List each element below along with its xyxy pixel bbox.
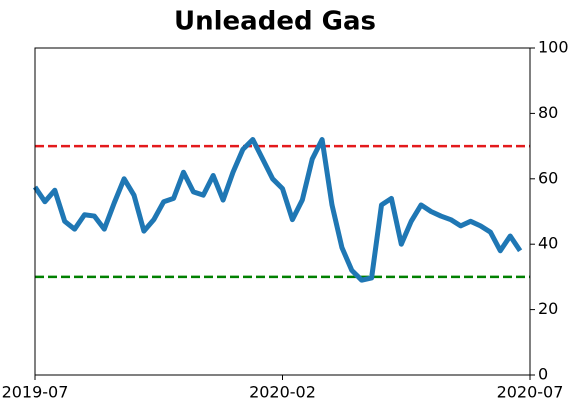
y-tick-label: 20 xyxy=(538,299,558,318)
data-line xyxy=(32,137,523,283)
y-tick-label: 80 xyxy=(538,103,558,122)
y-tick-label: 0 xyxy=(538,365,548,384)
x-tick-label: 2019-07 xyxy=(2,383,69,402)
x-tick-label: 2020-07 xyxy=(497,383,564,402)
x-tick-label: 2020-02 xyxy=(249,383,316,402)
y-tick-label: 40 xyxy=(538,234,558,253)
y-tick-label: 100 xyxy=(538,38,569,57)
chart-title: Unleaded Gas xyxy=(174,7,376,37)
y-tick-label: 60 xyxy=(538,168,558,187)
plot-frame xyxy=(34,47,531,376)
